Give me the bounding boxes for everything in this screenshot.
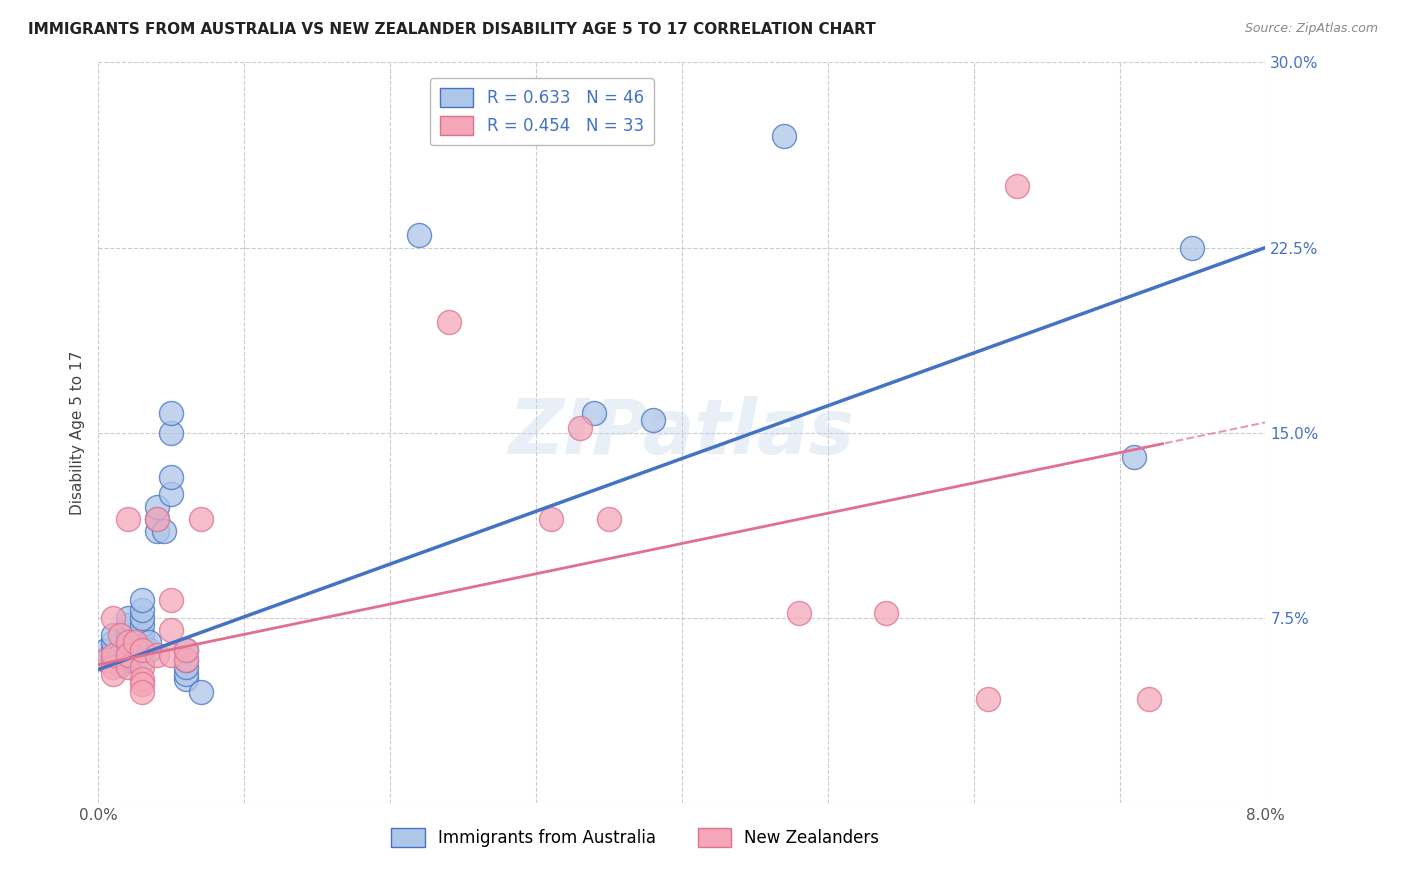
Point <box>174 642 197 657</box>
Point <box>160 470 183 484</box>
Point <box>131 593 153 607</box>
Point <box>94 642 117 657</box>
Point <box>117 635 139 649</box>
Point <box>174 642 197 657</box>
Point <box>160 487 183 501</box>
Point <box>131 618 153 632</box>
Point <box>138 635 160 649</box>
Point <box>131 653 153 667</box>
Point <box>101 667 124 681</box>
Point <box>146 648 169 662</box>
Point <box>131 660 153 674</box>
Point <box>117 618 139 632</box>
Point <box>131 603 153 617</box>
Point <box>131 628 153 642</box>
Point <box>641 413 664 427</box>
Text: IMMIGRANTS FROM AUSTRALIA VS NEW ZEALANDER DISABILITY AGE 5 TO 17 CORRELATION CH: IMMIGRANTS FROM AUSTRALIA VS NEW ZEALAND… <box>28 22 876 37</box>
Point <box>977 692 1000 706</box>
Point <box>174 653 197 667</box>
Point <box>408 228 430 243</box>
Point <box>131 610 153 624</box>
Point <box>131 677 153 691</box>
Point <box>146 512 169 526</box>
Point <box>146 500 169 514</box>
Point <box>94 653 117 667</box>
Point <box>117 642 139 657</box>
Point <box>174 660 197 674</box>
Point <box>131 635 153 649</box>
Point <box>117 648 139 662</box>
Point <box>437 314 460 328</box>
Point <box>101 648 124 662</box>
Text: ZIPatlas: ZIPatlas <box>509 396 855 469</box>
Point <box>1137 692 1160 706</box>
Point <box>101 660 124 674</box>
Point <box>174 653 197 667</box>
Point <box>124 635 146 649</box>
Point <box>153 524 176 539</box>
Point <box>117 653 139 667</box>
Point <box>875 606 897 620</box>
Point <box>101 653 124 667</box>
Point <box>101 610 124 624</box>
Point <box>1181 240 1204 255</box>
Point <box>568 420 591 434</box>
Point <box>583 406 606 420</box>
Point <box>138 642 160 657</box>
Point <box>160 648 183 662</box>
Point <box>131 673 153 687</box>
Point <box>124 653 146 667</box>
Point <box>124 635 146 649</box>
Point <box>117 628 139 642</box>
Point <box>131 685 153 699</box>
Point <box>117 610 139 624</box>
Point <box>101 628 124 642</box>
Point <box>174 673 197 687</box>
Point <box>94 653 117 667</box>
Point <box>773 129 796 144</box>
Point <box>1123 450 1146 465</box>
Point <box>146 512 169 526</box>
Point <box>787 606 810 620</box>
Point <box>101 635 124 649</box>
Point <box>160 623 183 637</box>
Y-axis label: Disability Age 5 to 17: Disability Age 5 to 17 <box>69 351 84 515</box>
Point <box>160 593 183 607</box>
Point <box>190 512 212 526</box>
Legend: Immigrants from Australia, New Zealanders: Immigrants from Australia, New Zealander… <box>385 822 886 854</box>
Point <box>190 685 212 699</box>
Point <box>160 425 183 440</box>
Point <box>131 642 153 657</box>
Point <box>117 660 139 674</box>
Text: Source: ZipAtlas.com: Source: ZipAtlas.com <box>1244 22 1378 36</box>
Point <box>101 642 124 657</box>
Point <box>160 406 183 420</box>
Point <box>131 642 153 657</box>
Point <box>540 512 562 526</box>
Point <box>598 512 620 526</box>
Point <box>146 524 169 539</box>
Point <box>110 628 132 642</box>
Point <box>174 667 197 681</box>
Point <box>1007 178 1029 193</box>
Point <box>110 657 132 672</box>
Point <box>117 512 139 526</box>
Point <box>117 635 139 649</box>
Point <box>110 648 132 662</box>
